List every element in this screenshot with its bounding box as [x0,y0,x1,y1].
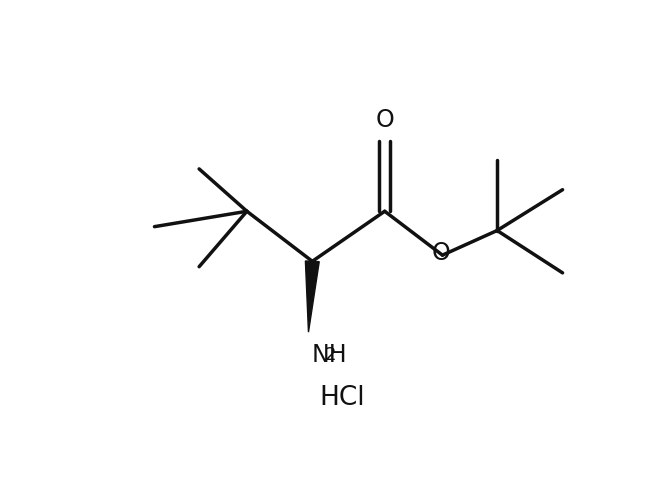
Text: NH: NH [311,343,347,367]
Text: 2: 2 [324,346,336,364]
Polygon shape [305,261,319,332]
Text: HCl: HCl [319,385,365,411]
Text: O: O [375,108,394,132]
Text: O: O [432,241,450,265]
